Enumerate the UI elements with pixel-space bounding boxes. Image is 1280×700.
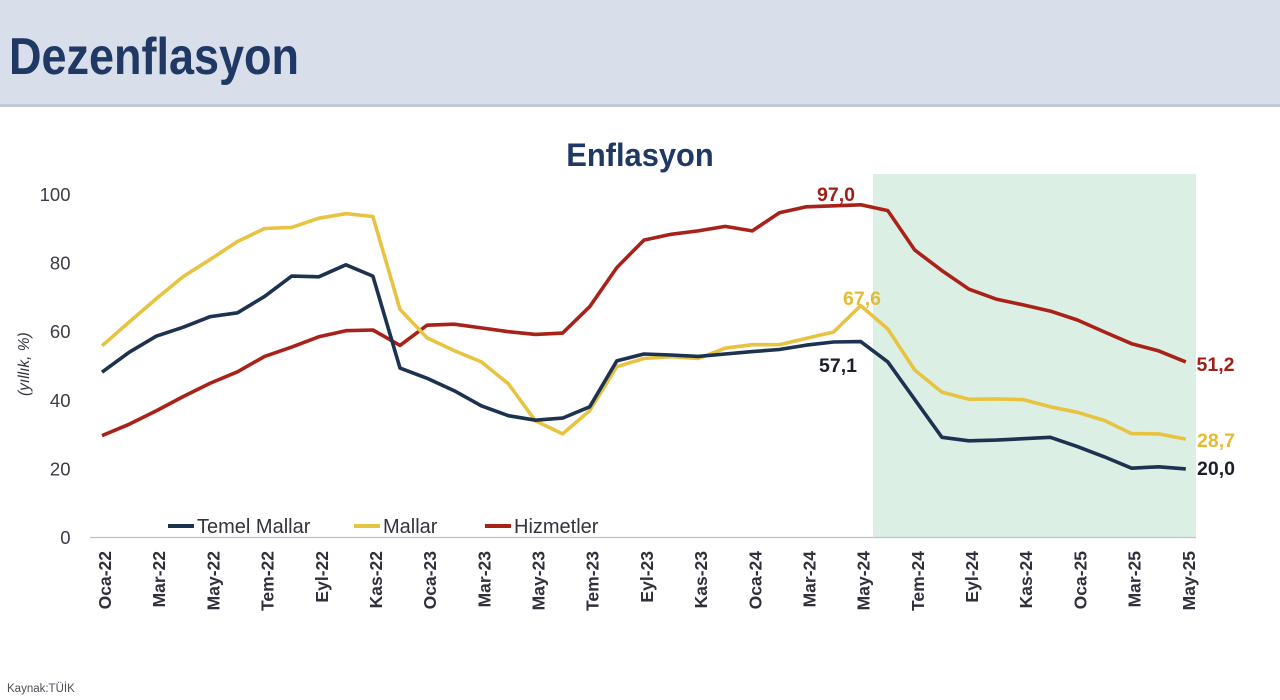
svg-text:60: 60 xyxy=(50,321,71,342)
svg-text:Mar-24: Mar-24 xyxy=(800,551,820,608)
svg-text:Kas-23: Kas-23 xyxy=(691,551,711,609)
svg-text:97,0: 97,0 xyxy=(817,184,855,206)
svg-text:20: 20 xyxy=(50,458,71,479)
svg-text:May-22: May-22 xyxy=(203,551,223,611)
svg-text:Enflasyon: Enflasyon xyxy=(566,136,714,173)
svg-text:Mallar: Mallar xyxy=(383,516,438,538)
svg-text:Mar-22: Mar-22 xyxy=(149,551,169,608)
svg-text:Mar-23: Mar-23 xyxy=(474,551,494,608)
svg-text:May-24: May-24 xyxy=(854,551,874,611)
svg-text:40: 40 xyxy=(50,390,71,411)
svg-text:Mar-25: Mar-25 xyxy=(1125,551,1145,608)
svg-text:Temel Mallar: Temel Mallar xyxy=(197,516,311,538)
svg-text:57,1: 57,1 xyxy=(819,355,857,377)
svg-text:20,0: 20,0 xyxy=(1197,458,1235,480)
svg-text:Eyl-24: Eyl-24 xyxy=(962,551,982,603)
svg-text:Eyl-22: Eyl-22 xyxy=(312,551,332,603)
svg-text:Kas-24: Kas-24 xyxy=(1016,551,1036,609)
svg-text:Hizmetler: Hizmetler xyxy=(514,516,599,538)
svg-text:Tem-23: Tem-23 xyxy=(583,551,603,611)
svg-text:Oca-22: Oca-22 xyxy=(95,551,115,610)
svg-text:67,6: 67,6 xyxy=(843,288,881,310)
svg-text:100: 100 xyxy=(40,184,71,205)
svg-text:Eyl-23: Eyl-23 xyxy=(637,551,657,603)
svg-text:Oca-24: Oca-24 xyxy=(745,551,765,610)
svg-text:Tem-22: Tem-22 xyxy=(258,551,278,611)
svg-text:Kas-22: Kas-22 xyxy=(366,551,386,609)
svg-text:(yıllık, %): (yıllık, %) xyxy=(16,332,33,396)
svg-text:28,7: 28,7 xyxy=(1197,430,1235,452)
svg-text:0: 0 xyxy=(60,527,70,548)
svg-text:Tem-24: Tem-24 xyxy=(908,551,928,611)
svg-text:80: 80 xyxy=(50,253,71,274)
svg-text:Oca-23: Oca-23 xyxy=(420,551,440,610)
svg-text:May-25: May-25 xyxy=(1179,551,1199,611)
svg-text:May-23: May-23 xyxy=(529,551,549,611)
svg-text:Oca-25: Oca-25 xyxy=(1070,551,1090,610)
svg-text:51,2: 51,2 xyxy=(1197,354,1235,376)
